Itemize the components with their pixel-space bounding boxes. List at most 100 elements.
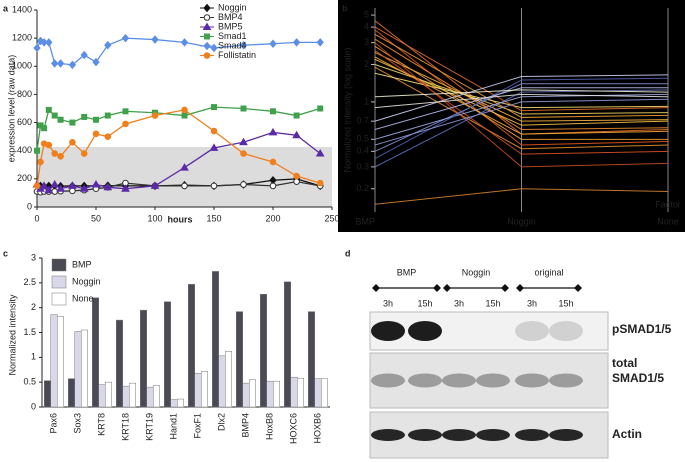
marker bbox=[69, 119, 76, 126]
legend-marker bbox=[203, 41, 211, 51]
bar bbox=[194, 372, 202, 408]
x-tick-label: 100 bbox=[147, 213, 162, 223]
y-tick-label: 0 bbox=[31, 401, 36, 411]
bar bbox=[260, 294, 267, 408]
x-tick-label: KRT19 bbox=[144, 413, 154, 441]
series-line bbox=[374, 87, 668, 130]
lane-label: 3h bbox=[454, 298, 464, 308]
x-axis-label: hours bbox=[167, 214, 192, 224]
series-line bbox=[374, 42, 669, 168]
bar bbox=[236, 311, 243, 408]
series-line bbox=[374, 26, 669, 112]
marker bbox=[92, 130, 100, 138]
x-tick-label: Dlx2 bbox=[216, 413, 226, 431]
marker bbox=[56, 184, 65, 192]
legend-label: None bbox=[72, 293, 94, 303]
marker bbox=[56, 59, 65, 68]
bar bbox=[81, 329, 88, 408]
y-tick-label: 0.2 bbox=[356, 183, 369, 193]
legend-swatch bbox=[51, 275, 67, 289]
blot-band bbox=[515, 321, 549, 341]
y-tick-label: 0.5 bbox=[356, 134, 369, 144]
marker bbox=[317, 105, 324, 112]
y-tick-label: 2 bbox=[364, 59, 369, 69]
marker bbox=[316, 38, 324, 47]
marker bbox=[50, 179, 60, 188]
marker bbox=[293, 112, 300, 119]
marker bbox=[68, 60, 77, 70]
row-label: Actin bbox=[612, 427, 642, 441]
marker bbox=[51, 59, 59, 68]
marker bbox=[150, 181, 160, 189]
bar bbox=[68, 378, 75, 408]
series-line bbox=[374, 38, 669, 130]
bar bbox=[314, 378, 322, 408]
bar bbox=[188, 284, 195, 408]
y-tick-label: 1 bbox=[364, 96, 369, 106]
marker bbox=[240, 181, 247, 188]
bar bbox=[284, 281, 291, 408]
series-line bbox=[36, 106, 321, 151]
y-tick-label: 400 bbox=[17, 145, 32, 155]
bracket-diamond bbox=[516, 284, 524, 292]
bar bbox=[225, 351, 232, 408]
marker bbox=[34, 147, 40, 154]
marker bbox=[181, 112, 188, 119]
blot-band bbox=[476, 429, 510, 441]
marker bbox=[37, 158, 44, 166]
marker bbox=[316, 179, 324, 187]
marker bbox=[81, 113, 88, 120]
lane-label: 3h bbox=[383, 298, 393, 308]
blot-band bbox=[371, 429, 405, 441]
series-line bbox=[374, 45, 668, 140]
bar bbox=[242, 382, 250, 408]
bar bbox=[44, 380, 51, 408]
bracket-diamond bbox=[372, 284, 380, 292]
bar bbox=[266, 380, 274, 408]
x-tick-label: KRT18 bbox=[120, 413, 130, 441]
y-tick-label: 3 bbox=[31, 252, 36, 262]
group-label: original bbox=[534, 267, 563, 277]
marker bbox=[40, 38, 48, 47]
marker bbox=[45, 106, 52, 113]
bar bbox=[212, 271, 219, 408]
blot-strip bbox=[369, 352, 609, 409]
marker bbox=[103, 182, 113, 191]
bar bbox=[273, 380, 280, 408]
y-axis-label: expression level (raw data) bbox=[6, 55, 16, 163]
x-tick-label: BMP bbox=[355, 216, 375, 226]
x-tick-label: KRT8 bbox=[96, 413, 106, 436]
legend-label: Noggin bbox=[218, 2, 247, 12]
bar bbox=[105, 381, 112, 408]
bracket-diamond bbox=[443, 284, 451, 292]
y-tick-label: 1400 bbox=[12, 4, 32, 14]
blot-band bbox=[549, 373, 583, 388]
marker bbox=[44, 185, 54, 194]
lane-label: 15h bbox=[485, 298, 500, 308]
marker bbox=[104, 133, 112, 140]
y-tick-label: 200 bbox=[17, 173, 32, 183]
y-tick-label: 2 bbox=[31, 302, 36, 312]
marker bbox=[91, 179, 101, 188]
marker bbox=[122, 108, 129, 115]
x-tick-label: 200 bbox=[265, 213, 280, 223]
x-tick-label: HOXB6 bbox=[312, 413, 322, 444]
blot-band bbox=[515, 429, 549, 441]
bracket-diamond bbox=[574, 284, 582, 292]
marker bbox=[210, 127, 218, 135]
blot-band bbox=[371, 321, 405, 341]
y-tick-label: 0.7 bbox=[356, 116, 369, 126]
legend-marker bbox=[204, 33, 210, 40]
bar bbox=[218, 355, 226, 408]
y-axis-label: Normalized intensity (log scale) bbox=[342, 47, 352, 172]
y-tick-label: 800 bbox=[17, 89, 32, 99]
marker bbox=[180, 163, 189, 171]
marker bbox=[151, 112, 159, 119]
bar bbox=[290, 376, 298, 408]
x-tick-label: 50 bbox=[91, 213, 101, 223]
marker bbox=[211, 104, 217, 111]
blot-band bbox=[408, 429, 442, 441]
marker bbox=[180, 38, 189, 47]
y-tick-label: 4 bbox=[364, 21, 369, 31]
